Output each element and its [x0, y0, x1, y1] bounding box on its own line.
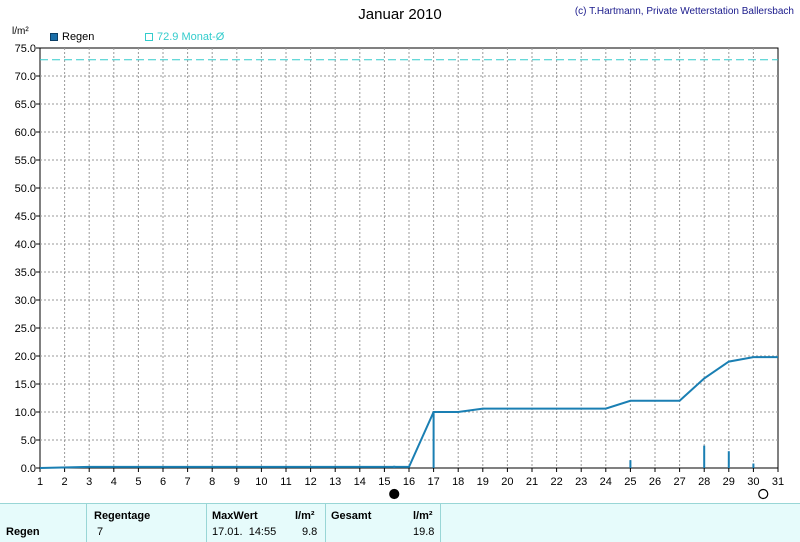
- x-tick-label: 20: [501, 476, 513, 488]
- legend-monat-label: 72.9 Monat-Ø: [157, 31, 225, 43]
- y-tick-label: 40.0: [15, 239, 36, 251]
- x-tick-label: 2: [62, 476, 68, 488]
- new-moon-icon: [389, 488, 400, 500]
- x-tick-label: 7: [185, 476, 191, 488]
- legend-monat: 72.9 Monat-Ø: [145, 31, 224, 43]
- x-tick-label: 22: [550, 476, 562, 488]
- x-tick-label: 27: [673, 476, 685, 488]
- copyright-text: (c) T.Hartmann, Private Wetterstation Ba…: [574, 6, 794, 17]
- x-tick-label: 6: [160, 476, 166, 488]
- y-tick-label: 70.0: [15, 71, 36, 83]
- y-tick-label: 10.0: [15, 407, 36, 419]
- legend-regen: Regen: [50, 31, 94, 43]
- stats-maxwert-label: MaxWert: [212, 510, 258, 522]
- legend-regen-label: Regen: [62, 31, 95, 43]
- y-tick-label: 15.0: [15, 379, 36, 391]
- stats-maxwert-value: 9.8: [302, 526, 318, 538]
- stats-gesamt-label: Gesamt: [331, 510, 372, 522]
- x-tick-label: 31: [772, 476, 784, 488]
- x-tick-label: 9: [234, 476, 240, 488]
- x-tick-label: 13: [329, 476, 341, 488]
- x-tick-label: 14: [354, 476, 366, 488]
- x-tick-label: 5: [135, 476, 141, 488]
- y-tick-label: 60.0: [15, 127, 36, 139]
- full-moon-icon: [758, 488, 769, 500]
- x-tick-label: 18: [452, 476, 464, 488]
- x-tick-label: 15: [378, 476, 390, 488]
- legend-regen-swatch: [50, 33, 58, 41]
- stats-gesamt-unit: l/m²: [413, 510, 433, 522]
- y-tick-label: 35.0: [15, 267, 36, 279]
- legend-monat-swatch: [145, 33, 153, 41]
- stats-gesamt-value: 19.8: [413, 526, 435, 538]
- x-tick-label: 10: [255, 476, 267, 488]
- y-tick-label: 25.0: [15, 323, 36, 335]
- y-tick-label: 5.0: [21, 435, 36, 447]
- cumulative-rain-line: [39, 356, 778, 469]
- y-tick-label: 20.0: [15, 351, 36, 363]
- x-tick-label: 30: [747, 476, 759, 488]
- x-tick-label: 8: [209, 476, 215, 488]
- x-tick-label: 17: [427, 476, 439, 488]
- moon-markers: [389, 488, 769, 500]
- stats-panel: Regen Regentage 7 MaxWert l/m² 17.01. 14…: [0, 503, 800, 542]
- stats-maxwert-date: 17.01. 14:55: [212, 526, 277, 538]
- y-tick-label: 75.0: [15, 43, 36, 55]
- rain-chart: 0.0 5.0 10.0 15.0 20.0 25.0 30.0 35.0 40.0 45.0 50…: [15, 43, 784, 500]
- stats-regentage-label: Regentage: [94, 510, 151, 522]
- y-tick-label: 45.0: [15, 211, 36, 223]
- x-tick-label: 4: [111, 476, 117, 488]
- x-tick-label: 11: [280, 476, 291, 488]
- x-tick-label: 23: [575, 476, 587, 488]
- x-tick-label: 19: [477, 476, 489, 488]
- x-tick-label: 1: [37, 476, 43, 488]
- y-tick-label: 55.0: [15, 155, 36, 167]
- x-tick-label: 16: [403, 476, 415, 488]
- x-tick-label: 3: [86, 476, 92, 488]
- stats-regentage-value: 7: [97, 526, 104, 538]
- stats-maxwert-unit: l/m²: [295, 510, 315, 522]
- stats-row-label: Regen: [6, 526, 40, 538]
- chart-title: Januar 2010: [358, 6, 442, 23]
- x-tick-label: 29: [723, 476, 735, 488]
- x-tick-label: 25: [624, 476, 636, 488]
- x-tick-label: 26: [649, 476, 661, 488]
- y-tick-label: 0.0: [21, 463, 36, 475]
- y-axis-ticks: 0.0 5.0 10.0 15.0 20.0 25.0 30.0 35.0 40.0 45.0 50…: [15, 43, 40, 475]
- y-tick-label: 50.0: [15, 183, 36, 195]
- x-tick-label: 21: [526, 476, 538, 488]
- x-tick-label: 28: [698, 476, 710, 488]
- chart-grid: [39, 47, 779, 469]
- x-tick-label: 24: [600, 476, 612, 488]
- x-tick-label: 12: [304, 476, 316, 488]
- y-axis-unit: l/m²: [12, 26, 29, 37]
- y-tick-label: 65.0: [15, 99, 36, 111]
- x-axis-ticks: 1 2 3 4 5 6 7 8 9 10 11 12 13 14 15 16 17 18 19 20 21 22 23 24 2…: [37, 468, 784, 488]
- y-tick-label: 30.0: [15, 295, 36, 307]
- chart-series: [39, 59, 778, 469]
